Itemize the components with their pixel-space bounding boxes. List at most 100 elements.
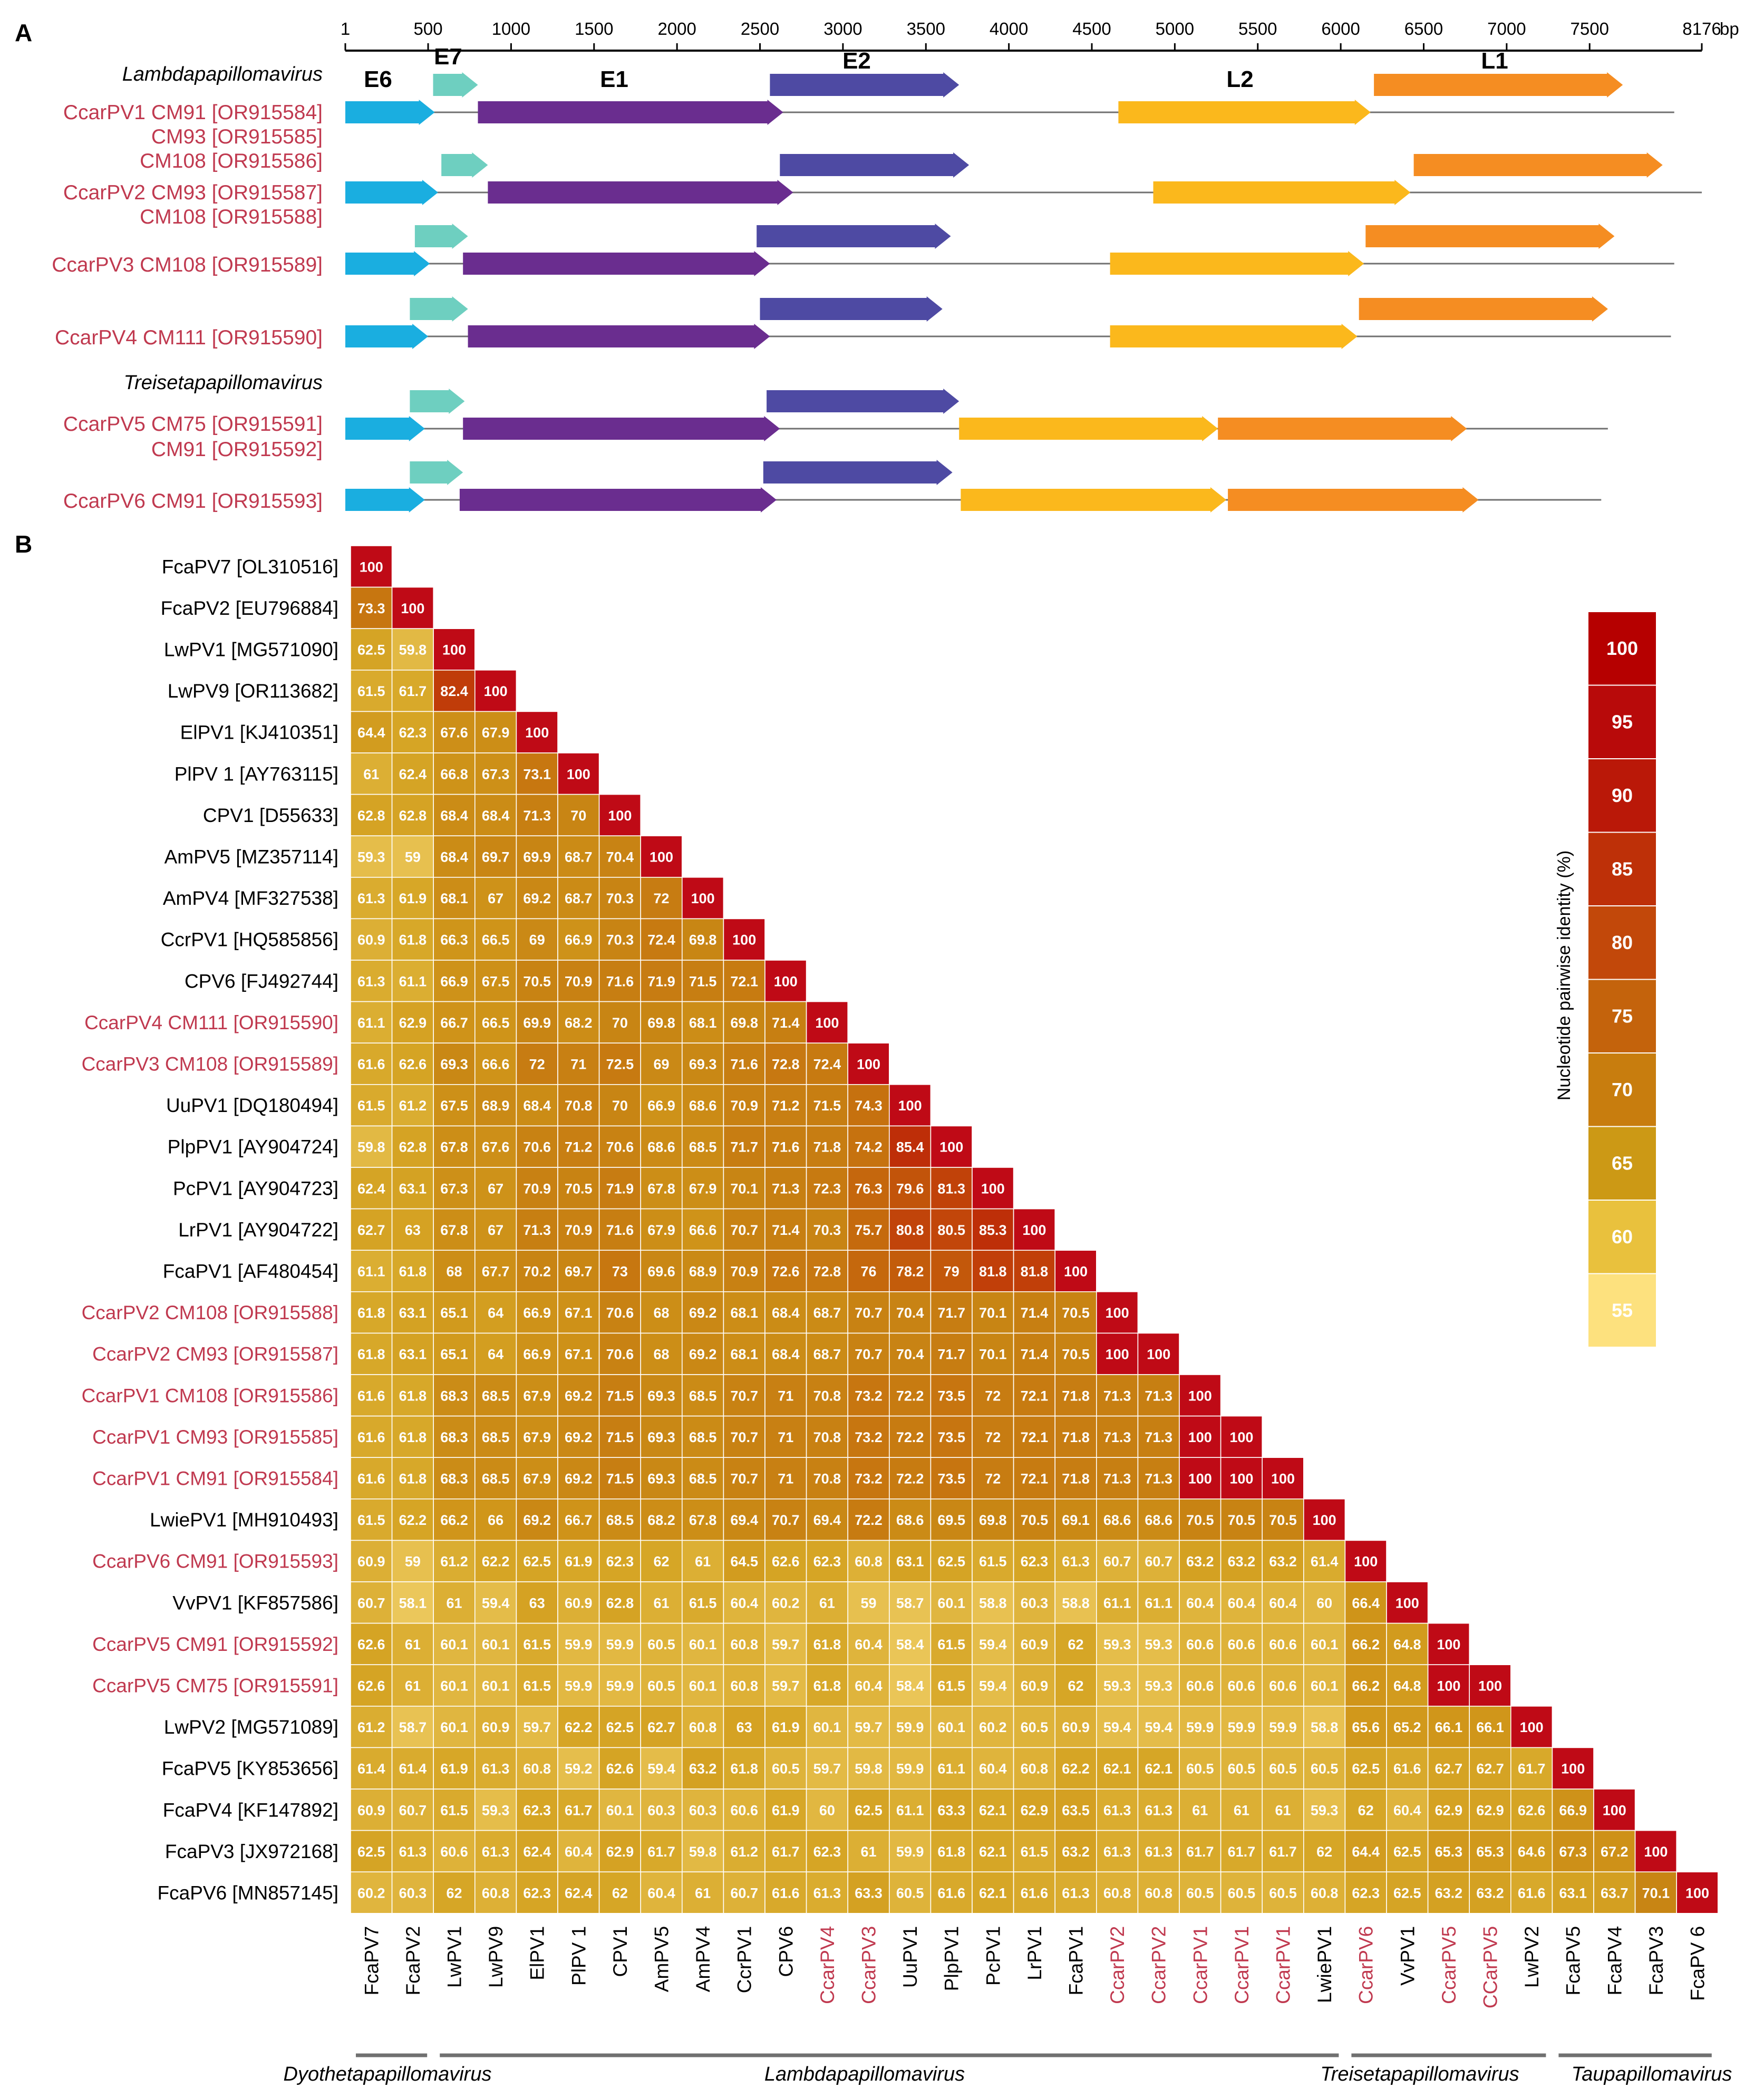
genome-axis-tick-label: 3000: [823, 19, 862, 38]
heatmap-cell-value: 70.2: [523, 1264, 551, 1280]
heatmap-cell: [350, 586, 393, 629]
heatmap-cell-value: 68.7: [565, 849, 593, 865]
heatmap-column-label: CcarPV1: [1189, 1926, 1211, 2004]
heatmap-cell-value: 70.5: [1062, 1347, 1090, 1362]
heatmap-cell-value: 100: [1561, 1761, 1585, 1777]
heatmap-cell: [1634, 1830, 1678, 1873]
gene-arrow-e6: [345, 100, 435, 125]
heatmap-cell: [847, 1789, 890, 1831]
heatmap-cell-value: 61.9: [565, 1554, 593, 1570]
legend-value-label: 65: [1612, 1152, 1633, 1174]
heatmap-cell: [557, 1789, 600, 1831]
heatmap-cell-value: 67.1: [565, 1305, 593, 1321]
heatmap-cell: [682, 1747, 724, 1790]
heatmap-cell: [723, 1830, 765, 1873]
heatmap-cell-value: 68.5: [689, 1388, 717, 1404]
heatmap-cell-value: 60.2: [772, 1595, 800, 1611]
heatmap-cell-value: 100: [1603, 1802, 1626, 1818]
heatmap-cell-value: 63.2: [1476, 1886, 1504, 1901]
heatmap-cell-value: 66.2: [1352, 1678, 1380, 1694]
heatmap-column-label: CcarPV5: [1438, 1926, 1460, 2004]
heatmap-cell-value: 100: [898, 1098, 922, 1114]
heatmap-cell: [598, 1747, 641, 1790]
heatmap-cell-value: 59: [860, 1595, 876, 1611]
heatmap-cell: [806, 1125, 848, 1168]
genome-axis-tick-label: 2000: [657, 19, 696, 38]
heatmap-cell-value: 70.4: [896, 1305, 924, 1321]
heatmap-cell: [847, 1622, 890, 1666]
heatmap-cell: [764, 1706, 807, 1748]
heatmap-cell-value: 68.5: [482, 1429, 510, 1445]
heatmap-cell-value: 61.8: [399, 1429, 427, 1445]
heatmap-cell-value: 60.6: [1228, 1678, 1256, 1694]
heatmap-cell-value: 65.3: [1435, 1844, 1463, 1860]
heatmap-cell: [972, 1250, 1014, 1292]
heatmap-cell: [889, 1208, 932, 1251]
heatmap-cell-value: 71.8: [1062, 1429, 1090, 1445]
heatmap-cell-value: 100: [1271, 1471, 1295, 1487]
heatmap-cell-value: 61.7: [565, 1802, 593, 1818]
heatmap-cell-value: 67.9: [482, 725, 510, 741]
heatmap-cell-value: 68.4: [440, 808, 468, 824]
heatmap-cell: [682, 918, 724, 961]
heatmap-cell: [930, 1208, 973, 1251]
heatmap-cell-value: 61.7: [772, 1844, 800, 1860]
heatmap-cell: [723, 1457, 765, 1500]
genus-group-label: Dyothetapapillomavirus: [284, 2063, 492, 2085]
heatmap-cell-value: 71.2: [772, 1098, 800, 1114]
heatmap-cell-value: 61.2: [399, 1098, 427, 1114]
heatmap-cell: [847, 1208, 890, 1251]
legend-value-label: 55: [1612, 1299, 1633, 1321]
heatmap-cell-value: 60.5: [772, 1761, 800, 1777]
legend-value-label: 80: [1612, 932, 1633, 953]
heatmap-cell-value: 59.7: [523, 1719, 551, 1735]
heatmap-cell-value: 70.6: [606, 1305, 634, 1321]
heatmap-cell-value: 58.1: [399, 1595, 427, 1611]
heatmap-cell: [350, 1499, 393, 1541]
heatmap-cell-value: 61.1: [357, 1264, 385, 1280]
heatmap-cell-value: 67.9: [523, 1429, 551, 1445]
heatmap-column-label: PlpPV1: [941, 1926, 963, 1991]
heatmap-cell: [1137, 1581, 1180, 1624]
heatmap-cell-value: 70.8: [813, 1429, 841, 1445]
heatmap-cell: [350, 1374, 393, 1417]
heatmap-cell: [1013, 1540, 1055, 1582]
heatmap-cell-value: 68.6: [1103, 1512, 1131, 1528]
heatmap-column-label: AmPV5: [651, 1926, 673, 1992]
heatmap-cell: [1220, 1789, 1263, 1831]
heatmap-cell-value: 60: [1316, 1595, 1332, 1611]
heatmap-cell-value: 60.1: [440, 1637, 468, 1652]
heatmap-cell-value: 60.4: [647, 1886, 675, 1901]
heatmap-cell: [1179, 1747, 1222, 1790]
heatmap-cell-value: 61.5: [523, 1637, 551, 1652]
heatmap-cell-value: 61: [405, 1678, 421, 1694]
heatmap-cell-value: 66.9: [523, 1305, 551, 1321]
heatmap-cell: [433, 1332, 476, 1375]
heatmap-cell-value: 72.4: [813, 1057, 841, 1072]
heatmap-cell-value: 69.3: [647, 1388, 675, 1404]
heatmap-cell-value: 58.8: [1062, 1595, 1090, 1611]
heatmap-cell: [1220, 1871, 1263, 1914]
genome-track-label: CcarPV6 CM91 [OR915593]: [63, 490, 323, 513]
heatmap-cell-value: 60.7: [399, 1802, 427, 1818]
heatmap-cell: [1593, 1871, 1636, 1914]
heatmap-cell: [1262, 1706, 1304, 1748]
heatmap-cell-value: 60.5: [1186, 1886, 1214, 1901]
heatmap-cell: [516, 1167, 558, 1210]
heatmap-cell-value: 100: [1064, 1264, 1088, 1280]
heatmap-cell: [516, 1871, 558, 1914]
heatmap-cell: [682, 1706, 724, 1748]
heatmap-cell-value: 62.7: [647, 1719, 675, 1735]
legend-swatch: [1587, 1273, 1657, 1348]
heatmap-cell-value: 60.3: [647, 1802, 675, 1818]
heatmap-cell-value: 69.7: [482, 849, 510, 865]
heatmap-cell-value: 60.1: [813, 1719, 841, 1735]
heatmap-cell-value: 72.8: [772, 1057, 800, 1072]
heatmap-cell-value: 70.3: [813, 1222, 841, 1238]
heatmap-cell-value: 59.4: [482, 1595, 510, 1611]
heatmap-cell-value: 100: [732, 932, 756, 948]
heatmap-cell-value: 71.3: [523, 1222, 551, 1238]
heatmap-cell-value: 60: [819, 1802, 835, 1818]
heatmap-cell-value: 70.1: [979, 1305, 1007, 1321]
heatmap-cell-value: 61: [695, 1554, 711, 1570]
